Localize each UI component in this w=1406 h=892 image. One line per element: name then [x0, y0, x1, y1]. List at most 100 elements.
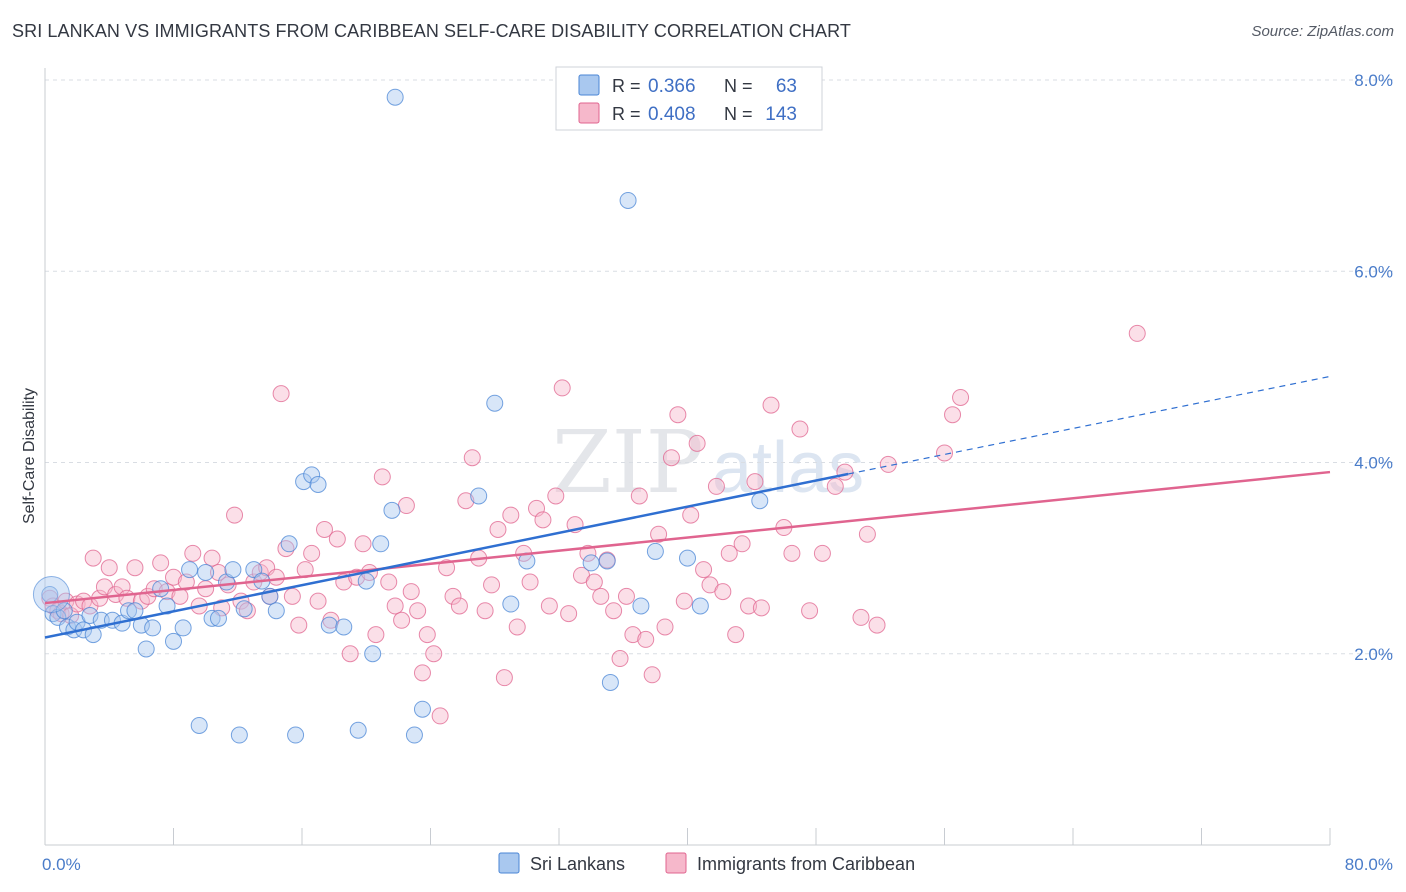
data-point	[691, 597, 709, 615]
legend-label-srilankans: Sri Lankans	[530, 854, 625, 874]
data-point	[936, 444, 953, 462]
data-point	[611, 650, 629, 668]
data-point	[679, 549, 696, 567]
trend-line-caribbean	[44, 470, 1331, 605]
data-point	[727, 626, 745, 644]
data-point	[791, 420, 809, 438]
data-point	[373, 468, 391, 486]
data-point	[405, 726, 423, 744]
data-point	[354, 535, 372, 553]
data-point	[1128, 324, 1146, 342]
data-point	[619, 191, 637, 209]
data-point	[397, 497, 415, 515]
data-point	[283, 587, 301, 605]
data-point	[235, 600, 253, 618]
x-tick-label-max: 80.0%	[1345, 855, 1393, 874]
y-tick-label: 8.0%	[1354, 71, 1393, 90]
stats-legend: R = 0.366 N = 63 R = 0.408 N = 143	[555, 66, 823, 131]
legend-swatch-srilankans	[498, 852, 520, 874]
data-point	[624, 626, 642, 644]
data-point	[184, 544, 202, 562]
data-point	[402, 583, 420, 601]
data-point	[267, 602, 285, 620]
data-point	[521, 573, 539, 591]
data-point	[582, 554, 600, 572]
y-tick-label: 2.0%	[1354, 645, 1393, 664]
data-point	[328, 530, 346, 548]
source-label: Source: ZipAtlas.com	[1251, 23, 1394, 40]
data-point	[662, 449, 680, 467]
data-point	[413, 700, 431, 718]
data-point	[165, 568, 182, 586]
stats-n-value-pink: 143	[765, 104, 797, 125]
data-point	[605, 602, 623, 620]
data-point	[277, 540, 295, 558]
trend-line-srilankans	[44, 472, 849, 639]
data-point	[630, 487, 648, 505]
data-point	[100, 559, 118, 577]
data-point	[55, 602, 73, 620]
data-point	[650, 525, 668, 543]
data-point	[643, 666, 661, 684]
stats-legend-blue-swatch	[578, 74, 600, 96]
stats-legend-pink-swatch	[578, 102, 600, 124]
data-point	[444, 587, 462, 605]
data-point	[357, 572, 375, 590]
data-point	[190, 716, 208, 734]
data-point	[752, 599, 770, 617]
data-point	[783, 544, 801, 562]
data-point	[637, 630, 655, 648]
data-point	[431, 707, 449, 725]
watermark: ZIP atlas	[552, 413, 864, 513]
data-point	[483, 576, 501, 594]
data-point	[203, 549, 221, 567]
y-axis-title: Self-Care Disability	[21, 388, 38, 524]
data-point	[695, 561, 713, 579]
data-point	[174, 619, 192, 637]
data-point	[287, 726, 305, 744]
stats-r-label-blue: R =	[612, 76, 641, 96]
data-point	[470, 487, 488, 505]
trend-lines	[44, 375, 1331, 639]
data-point	[290, 616, 308, 634]
data-point	[120, 602, 138, 620]
data-point	[502, 506, 520, 524]
data-point	[740, 597, 758, 615]
data-point	[267, 568, 285, 586]
data-point	[341, 645, 359, 663]
data-point	[367, 626, 385, 644]
y-tick-labels: 2.0% 4.0% 6.0% 8.0%	[1354, 71, 1393, 664]
data-point	[868, 616, 886, 634]
data-point	[617, 587, 635, 605]
data-point	[463, 449, 481, 467]
data-point	[226, 506, 244, 524]
series-srilankans-points	[32, 88, 769, 744]
stats-n-label-blue: N =	[724, 76, 753, 96]
data-point	[534, 511, 552, 529]
data-point	[224, 561, 242, 579]
data-point	[502, 595, 520, 613]
data-point	[230, 726, 248, 744]
legend-swatch-caribbean	[665, 852, 687, 874]
data-point	[952, 388, 970, 406]
data-point	[144, 619, 162, 637]
data-point-large	[32, 575, 70, 613]
data-point	[720, 544, 738, 562]
y-tick-label: 6.0%	[1354, 262, 1393, 281]
data-point	[746, 473, 764, 491]
data-point	[592, 587, 610, 605]
stats-n-label-pink: N =	[724, 104, 753, 124]
data-point	[84, 549, 102, 567]
data-point	[349, 721, 367, 739]
data-point	[425, 645, 443, 663]
data-point	[598, 552, 616, 570]
data-point	[733, 535, 751, 553]
data-point	[450, 597, 468, 615]
trend-line-srilankans-extension	[848, 375, 1331, 475]
data-point	[486, 394, 504, 412]
data-point	[372, 535, 390, 553]
stats-r-label-pink: R =	[612, 104, 641, 124]
data-point	[320, 616, 338, 634]
watermark-atlas: atlas	[712, 428, 864, 508]
data-point	[152, 554, 170, 572]
